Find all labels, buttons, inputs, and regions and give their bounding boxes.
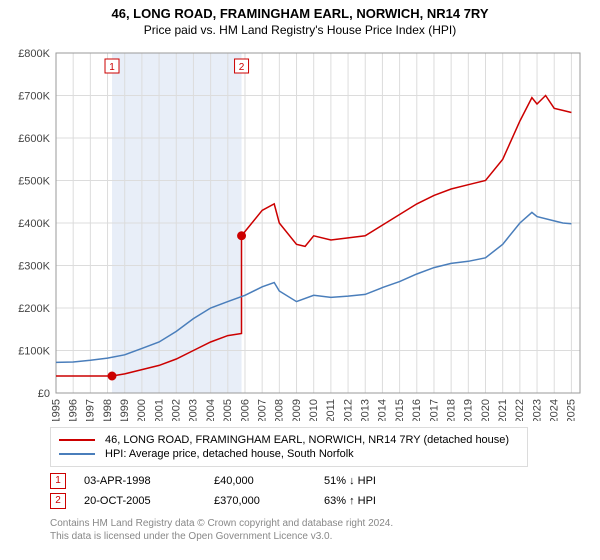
svg-text:2019: 2019 — [463, 399, 475, 421]
svg-text:2011: 2011 — [325, 399, 337, 421]
svg-text:2020: 2020 — [480, 399, 492, 421]
svg-text:2018: 2018 — [445, 399, 457, 421]
sale-price: £40,000 — [214, 475, 324, 487]
svg-text:2012: 2012 — [342, 399, 354, 421]
svg-text:2010: 2010 — [308, 399, 320, 421]
sale-price: £370,000 — [214, 495, 324, 507]
sale-pct: 51% ↓ HPI — [324, 475, 454, 487]
legend-label: 46, LONG ROAD, FRAMINGHAM EARL, NORWICH,… — [105, 434, 509, 446]
svg-text:2025: 2025 — [566, 399, 578, 421]
legend-item-hpi: HPI: Average price, detached house, Sout… — [59, 448, 519, 460]
svg-text:£100K: £100K — [18, 346, 50, 358]
svg-text:2004: 2004 — [205, 399, 217, 421]
sales-row: 1 03-APR-1998 £40,000 51% ↓ HPI — [50, 473, 590, 489]
sale-date: 20-OCT-2005 — [84, 495, 214, 507]
chart-title: 46, LONG ROAD, FRAMINGHAM EARL, NORWICH,… — [10, 6, 590, 21]
sales-row: 2 20-OCT-2005 £370,000 63% ↑ HPI — [50, 493, 590, 509]
svg-text:1999: 1999 — [119, 399, 131, 421]
svg-text:£700K: £700K — [18, 91, 50, 103]
svg-text:2024: 2024 — [549, 399, 561, 421]
legend-swatch — [59, 453, 95, 455]
footer-line: Contains HM Land Registry data © Crown c… — [50, 517, 590, 530]
svg-text:2002: 2002 — [171, 399, 183, 421]
legend-label: HPI: Average price, detached house, Sout… — [105, 448, 354, 460]
svg-text:2013: 2013 — [360, 399, 372, 421]
svg-text:2014: 2014 — [377, 399, 389, 421]
svg-text:2022: 2022 — [514, 399, 526, 421]
svg-text:2005: 2005 — [222, 399, 234, 421]
svg-text:2009: 2009 — [291, 399, 303, 421]
svg-text:1996: 1996 — [67, 399, 79, 421]
legend-swatch — [59, 439, 95, 441]
svg-text:£300K: £300K — [18, 261, 50, 273]
svg-text:2015: 2015 — [394, 399, 406, 421]
svg-text:2: 2 — [239, 62, 245, 73]
svg-text:£600K: £600K — [18, 133, 50, 145]
svg-text:£800K: £800K — [18, 48, 50, 60]
svg-text:2021: 2021 — [497, 399, 509, 421]
svg-text:£200K: £200K — [18, 303, 50, 315]
svg-text:2000: 2000 — [136, 399, 148, 421]
legend-item-property: 46, LONG ROAD, FRAMINGHAM EARL, NORWICH,… — [59, 434, 519, 446]
svg-text:2023: 2023 — [531, 399, 543, 421]
legend: 46, LONG ROAD, FRAMINGHAM EARL, NORWICH,… — [50, 427, 528, 467]
svg-text:1: 1 — [109, 62, 115, 73]
sale-index-box: 2 — [50, 493, 66, 509]
svg-text:2008: 2008 — [274, 399, 286, 421]
sales-table: 1 03-APR-1998 £40,000 51% ↓ HPI 2 20-OCT… — [50, 473, 590, 509]
svg-text:2007: 2007 — [256, 399, 268, 421]
sale-index-box: 1 — [50, 473, 66, 489]
svg-text:2016: 2016 — [411, 399, 423, 421]
svg-text:£0: £0 — [38, 388, 50, 400]
footer: Contains HM Land Registry data © Crown c… — [50, 517, 590, 543]
svg-text:1995: 1995 — [50, 399, 62, 421]
svg-text:2001: 2001 — [153, 399, 165, 421]
svg-text:£400K: £400K — [18, 218, 50, 230]
svg-text:1998: 1998 — [102, 399, 114, 421]
footer-line: This data is licensed under the Open Gov… — [50, 530, 590, 543]
line-chart: £0 £100K £200K £300K £400K £500K £600K £700K £80… — [10, 43, 590, 421]
sale-date: 03-APR-1998 — [84, 475, 214, 487]
svg-text:£500K: £500K — [18, 176, 50, 188]
svg-text:1997: 1997 — [85, 399, 97, 421]
chart-subtitle: Price paid vs. HM Land Registry's House … — [10, 23, 590, 37]
sale-pct: 63% ↑ HPI — [324, 495, 454, 507]
svg-text:2017: 2017 — [428, 399, 440, 421]
svg-text:2003: 2003 — [188, 399, 200, 421]
svg-text:2006: 2006 — [239, 399, 251, 421]
chart-area: £0 £100K £200K £300K £400K £500K £600K £700K £80… — [10, 43, 590, 421]
